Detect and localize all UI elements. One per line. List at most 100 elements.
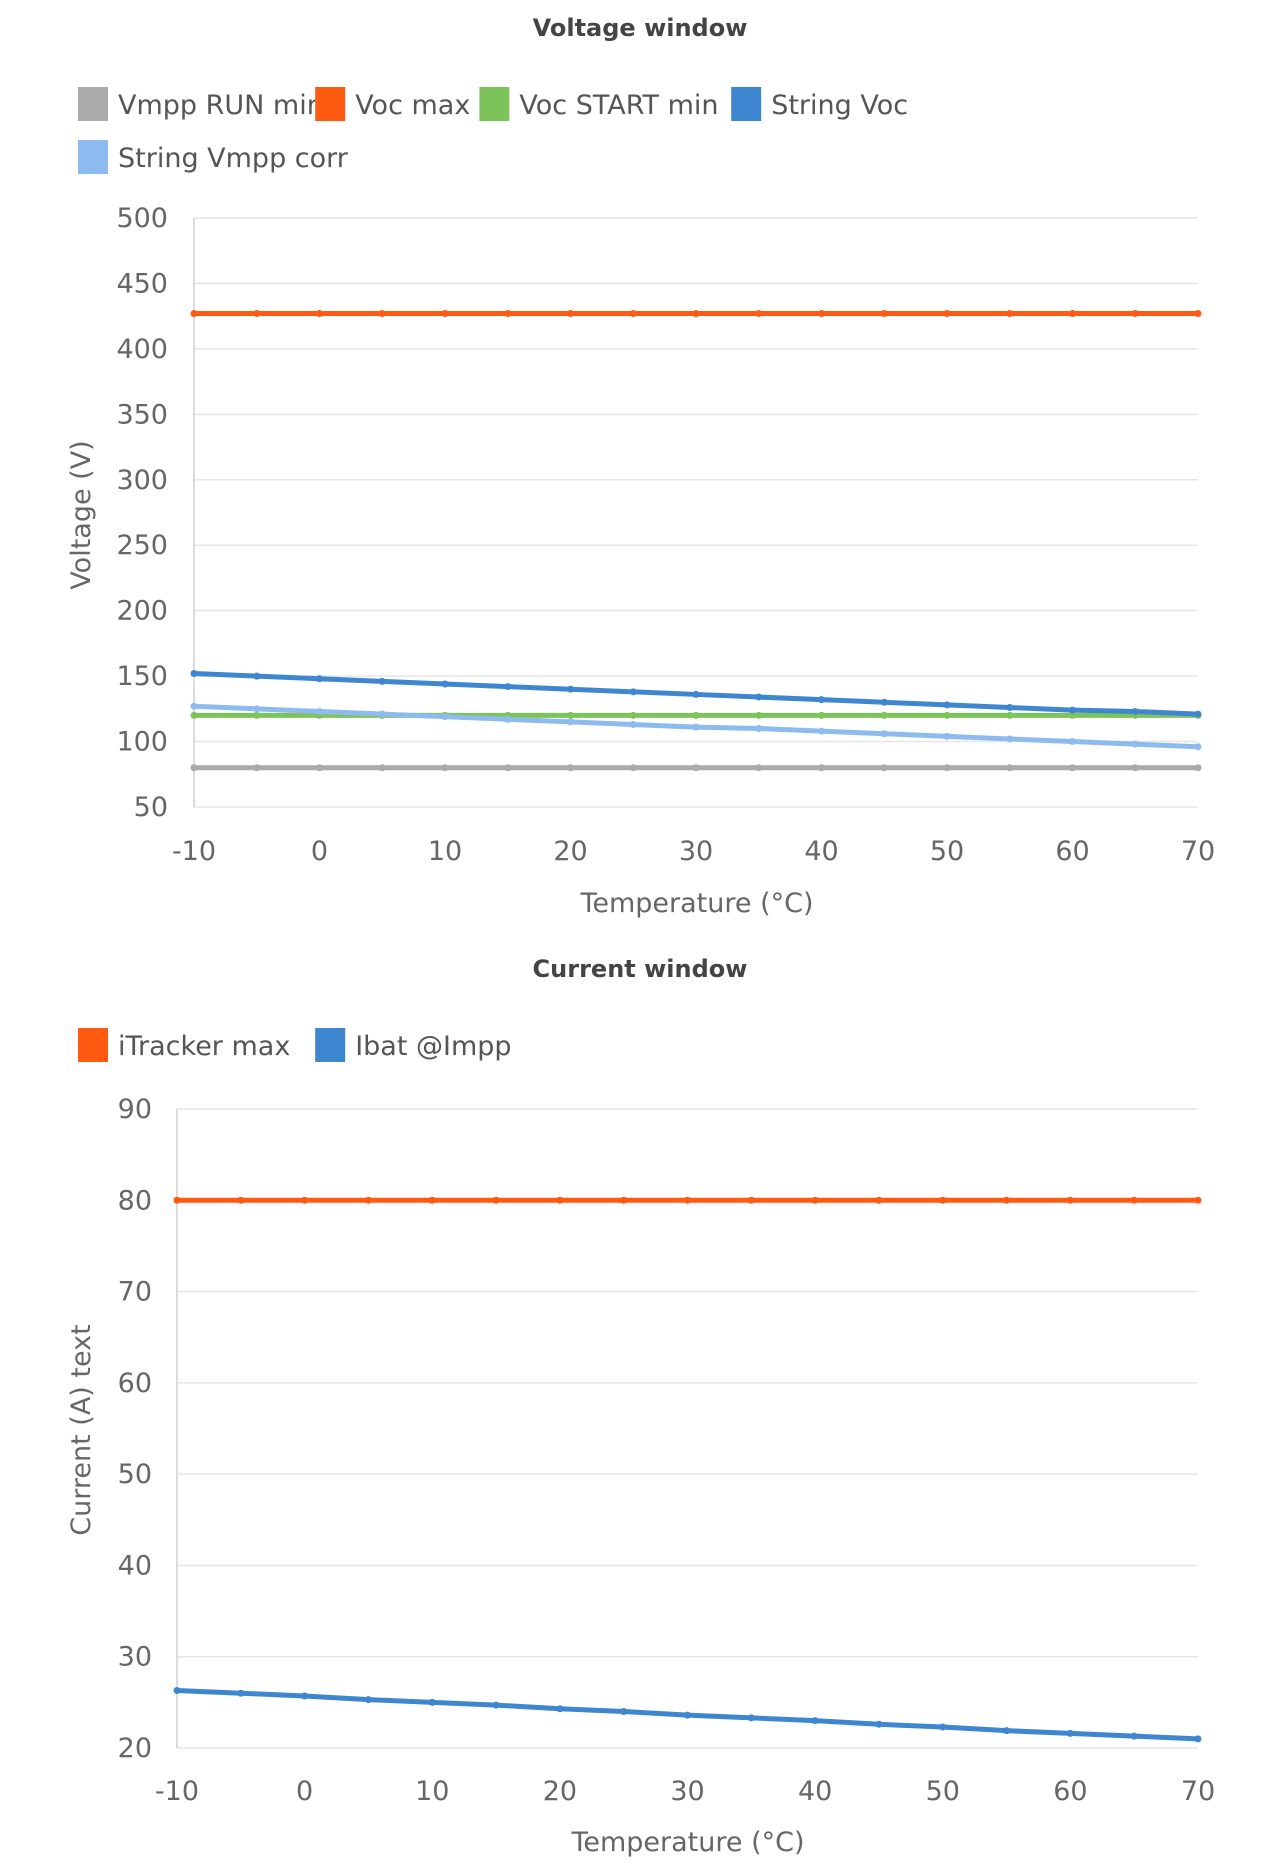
voltage-data-point xyxy=(692,690,700,698)
voltage-data-point xyxy=(253,711,261,719)
legend-swatch xyxy=(731,87,762,121)
voltage-data-point xyxy=(316,764,323,772)
current-data-point xyxy=(428,1196,436,1204)
voltage-data-point xyxy=(629,688,637,696)
voltage-data-point xyxy=(316,707,323,715)
current-data-point xyxy=(301,1692,309,1700)
voltage-data-point xyxy=(441,764,449,772)
voltage-x-tick-label: 0 xyxy=(311,836,328,867)
voltage-window-chart: Voltage window Vmpp RUN min Voc max Voc ST… xyxy=(66,14,1215,919)
voltage-data-point xyxy=(755,724,763,732)
voltage-data-point xyxy=(441,310,449,318)
voltage-data-point xyxy=(378,764,386,772)
voltage-data-point xyxy=(1131,707,1139,715)
current-axes: 20 30 40 50 60 70 80 90 -10 0 10 20 30 40 50 60 70 xyxy=(118,1094,1216,1807)
current-data-point xyxy=(556,1196,564,1204)
voltage-y-tick-label: 300 xyxy=(116,465,168,496)
legend-label: Ibat @Impp xyxy=(355,1031,511,1062)
current-data-point xyxy=(364,1696,372,1704)
voltage-data-point xyxy=(441,680,449,688)
voltage-data-point xyxy=(818,764,825,772)
legend-label: Voc START min xyxy=(519,90,718,121)
voltage-data-point xyxy=(1131,310,1139,318)
voltage-data-point xyxy=(316,310,323,318)
current-data-point xyxy=(747,1196,755,1204)
voltage-y-tick-label: 450 xyxy=(116,268,168,299)
voltage-data-point xyxy=(1194,764,1202,772)
voltage-x-tick-label: 70 xyxy=(1181,836,1215,867)
voltage-data-point xyxy=(629,711,637,719)
current-data-point xyxy=(620,1196,628,1204)
voltage-y-tick-label: 50 xyxy=(134,792,168,823)
voltage-data-point xyxy=(818,696,825,704)
voltage-data-point xyxy=(1006,711,1014,719)
voltage-data-point xyxy=(692,764,700,772)
voltage-x-tick-label: 30 xyxy=(679,836,713,867)
legend-swatch xyxy=(315,1028,346,1062)
current-x-tick-label: 20 xyxy=(543,1776,577,1807)
voltage-data-point xyxy=(190,764,198,772)
voltage-data-point xyxy=(1006,310,1014,318)
voltage-axes: 50 100 150 200 250 300 350 400 450 500 -10 0 10 20 30 4… xyxy=(116,203,1215,867)
voltage-data-point xyxy=(504,715,512,723)
voltage-data-point xyxy=(190,702,198,710)
voltage-x-tick-label: 20 xyxy=(553,836,587,867)
current-x-tick-label: 10 xyxy=(415,1776,449,1807)
voltage-grid xyxy=(194,217,1198,808)
current-data-point xyxy=(173,1196,181,1204)
voltage-data-point xyxy=(943,310,951,318)
voltage-data-point xyxy=(629,310,637,318)
voltage-data-point xyxy=(378,677,386,685)
voltage-data-point xyxy=(1069,764,1076,772)
voltage-data-point xyxy=(441,713,449,721)
current-x-tick-label: 70 xyxy=(1181,1776,1215,1807)
voltage-y-axis-label: Voltage (V) xyxy=(66,440,97,589)
current-x-tick-label: 40 xyxy=(798,1776,832,1807)
current-data-point xyxy=(301,1196,309,1204)
voltage-series-voc-max xyxy=(190,310,1202,318)
current-x-tick-label: 60 xyxy=(1053,1776,1087,1807)
current-data-point xyxy=(237,1196,245,1204)
legend-item-vmpp-run-min: Vmpp RUN min xyxy=(78,87,324,121)
voltage-data-point xyxy=(567,685,574,693)
voltage-x-axis-label: Temperature (°C) xyxy=(579,888,813,919)
voltage-data-point xyxy=(818,727,825,735)
current-data-point xyxy=(428,1698,436,1706)
voltage-data-point xyxy=(818,310,825,318)
current-data-point xyxy=(1066,1729,1074,1737)
legend-swatch xyxy=(479,87,510,121)
current-data-point xyxy=(492,1701,500,1709)
voltage-series-string-vmpp-corr xyxy=(190,702,1202,751)
voltage-data-point xyxy=(1006,764,1014,772)
current-data-point xyxy=(875,1196,883,1204)
current-y-tick-label: 70 xyxy=(118,1277,152,1308)
voltage-data-point xyxy=(755,693,763,701)
voltage-data-point xyxy=(880,310,888,318)
voltage-series-string-voc xyxy=(190,669,1202,718)
current-x-tick-label: 0 xyxy=(296,1776,313,1807)
current-y-axis-label: Current (A) text xyxy=(66,1324,97,1535)
current-data-point xyxy=(1066,1196,1074,1204)
voltage-data-point xyxy=(943,711,951,719)
voltage-chart-title: Voltage window xyxy=(533,14,748,42)
current-data-point xyxy=(364,1196,372,1204)
current-data-point xyxy=(620,1707,628,1715)
voltage-data-point xyxy=(692,711,700,719)
voltage-data-point xyxy=(755,310,763,318)
voltage-data-point xyxy=(1194,710,1202,718)
voltage-data-point xyxy=(378,310,386,318)
voltage-data-point xyxy=(943,701,951,709)
current-data-point xyxy=(1194,1735,1202,1743)
voltage-data-point xyxy=(504,764,512,772)
voltage-data-point xyxy=(504,683,512,691)
voltage-data-point xyxy=(504,310,512,318)
voltage-data-point xyxy=(1069,738,1076,746)
current-series xyxy=(173,1196,1202,1743)
voltage-data-point xyxy=(818,711,825,719)
voltage-data-point xyxy=(880,764,888,772)
voltage-data-point xyxy=(692,723,700,731)
voltage-y-tick-label: 100 xyxy=(116,727,168,758)
legend-swatch xyxy=(78,1028,108,1062)
legend-label: iTracker max xyxy=(118,1031,290,1062)
